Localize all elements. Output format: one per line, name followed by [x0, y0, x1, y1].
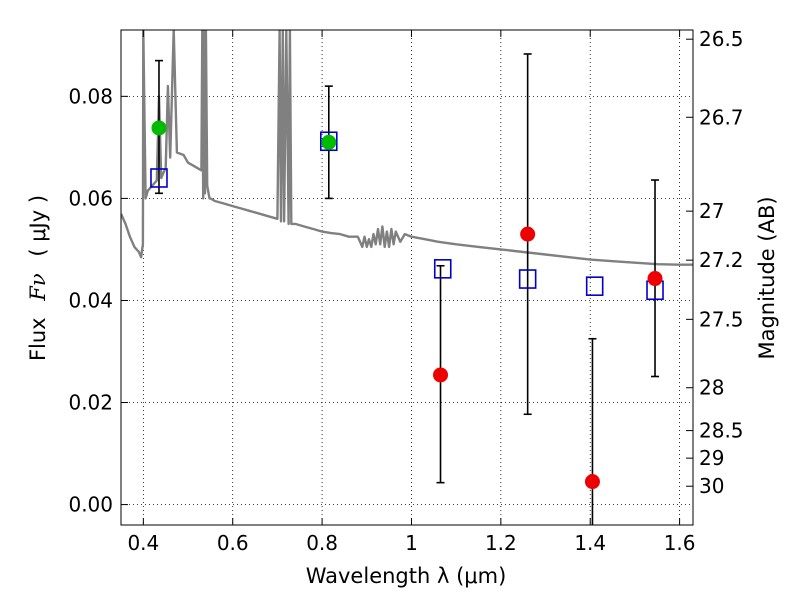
- x-tick-label: 0.6: [217, 531, 249, 555]
- model-square-marker: [518, 269, 537, 289]
- mag-tick-label: 27: [699, 199, 724, 223]
- model-square-marker: [319, 131, 338, 152]
- mag-tick-label: 28.5: [699, 419, 744, 443]
- x-tick-label: 1: [405, 531, 418, 555]
- x-tick-label: 0.4: [127, 531, 159, 555]
- y-axis-label: Flux Fν ( μJy ): [26, 195, 50, 361]
- mag-tick-label: 27.2: [699, 248, 744, 272]
- mag-tick-label: 26.5: [699, 27, 744, 51]
- y-tick-label: 0.06: [68, 186, 113, 210]
- plot-frame: [120, 29, 694, 526]
- mag-tick-label: 30: [699, 474, 724, 498]
- y-tick-label: 0.02: [68, 391, 113, 415]
- mag-tick-label: 28: [699, 376, 724, 400]
- x-axis-label: Wavelength λ (μm): [306, 564, 507, 588]
- model-square-marker: [433, 259, 452, 279]
- measurement-point: [433, 367, 449, 383]
- mag-tick-label: 26.7: [699, 105, 744, 129]
- mag-tick-label: 29: [699, 446, 724, 470]
- model-square-marker: [150, 168, 168, 188]
- sed-curve-layer: [121, 30, 693, 266]
- y-tick-label: 0.08: [68, 84, 113, 108]
- model-square-marker: [585, 276, 604, 296]
- x-tick-label: 0.8: [306, 531, 338, 555]
- grid: [121, 30, 693, 525]
- y-axis-label-unit: ( μJy ): [26, 195, 50, 257]
- detection-point: [321, 134, 337, 150]
- measurement-point: [647, 271, 663, 287]
- measurement-point: [520, 226, 536, 242]
- y-tick-label: 0.04: [68, 288, 113, 312]
- x-tick-label: 1.2: [485, 531, 517, 555]
- svg-text:Flux Fν ( μJy ): Flux Fν ( μJy ): [26, 195, 50, 361]
- detection-point: [151, 120, 167, 136]
- y-axis-label-text: Flux: [26, 317, 50, 361]
- y-axis-label-symbol: Fν: [26, 273, 50, 302]
- measurement-point: [584, 474, 600, 490]
- x-tick-label: 1.6: [664, 531, 696, 555]
- axes: 0.4 0.6 0.8 1 1.2 1.4 1.6 0.00 0.02 0.04 0.06 0.08 2…: [68, 27, 743, 555]
- data-points-layer: [150, 53, 664, 525]
- mag-tick-label: 27.5: [699, 307, 744, 331]
- x-tick-label: 1.4: [574, 531, 606, 555]
- y-tick-label: 0.00: [68, 493, 113, 517]
- sed-template-line: [121, 30, 693, 266]
- right-axis-label: Magnitude (AB): [755, 196, 779, 359]
